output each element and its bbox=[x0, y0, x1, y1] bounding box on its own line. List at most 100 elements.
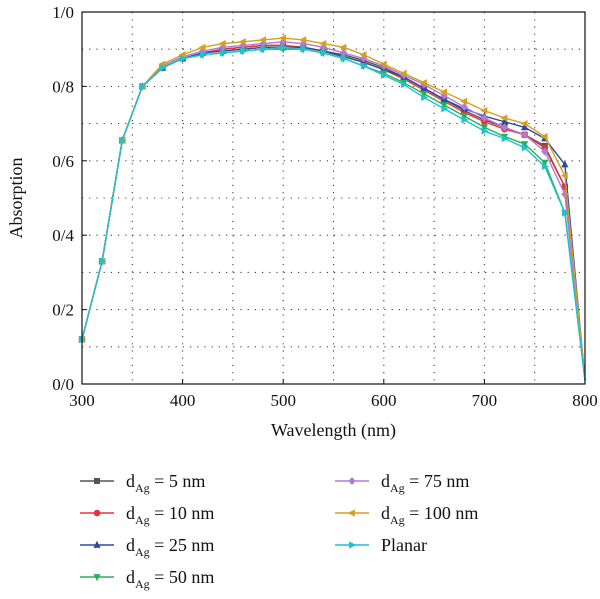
data-point bbox=[359, 51, 367, 59]
y-tick-label: 0/2 bbox=[52, 301, 74, 320]
data-point bbox=[198, 43, 206, 51]
data-point bbox=[560, 172, 568, 180]
series-line bbox=[81, 37, 586, 381]
data-point bbox=[440, 102, 448, 110]
series-4 bbox=[78, 37, 586, 381]
y-axis-label: Absorption bbox=[6, 158, 26, 239]
data-point bbox=[339, 43, 347, 51]
legend-item: dAg = 25 nm bbox=[80, 535, 214, 559]
data-point bbox=[500, 123, 509, 132]
data-point bbox=[561, 160, 569, 168]
series-line bbox=[81, 44, 586, 381]
y-tick-label: 0/8 bbox=[52, 77, 74, 96]
data-point bbox=[420, 90, 428, 99]
data-point bbox=[158, 60, 166, 68]
data-point bbox=[501, 134, 509, 143]
x-tick-label: 800 bbox=[572, 391, 598, 410]
data-point bbox=[480, 124, 488, 132]
data-point bbox=[139, 82, 147, 90]
data-point bbox=[521, 144, 529, 152]
data-point bbox=[299, 36, 307, 44]
data-point bbox=[460, 102, 468, 111]
data-point bbox=[441, 105, 449, 113]
legend-label: dAg = 50 nm bbox=[126, 567, 214, 591]
series-line bbox=[81, 41, 586, 381]
legend-label: dAg = 5 nm bbox=[126, 471, 205, 495]
data-point bbox=[99, 257, 107, 265]
legend-item: dAg = 50 nm bbox=[80, 567, 214, 591]
data-point bbox=[280, 43, 288, 51]
series-line bbox=[81, 44, 586, 381]
data-point bbox=[178, 51, 186, 59]
data-point bbox=[258, 36, 266, 44]
data-point bbox=[179, 54, 187, 63]
x-tick-label: 700 bbox=[472, 391, 498, 410]
data-point bbox=[541, 147, 549, 156]
data-point bbox=[159, 64, 167, 72]
legend-label: dAg = 25 nm bbox=[126, 535, 214, 559]
data-point bbox=[541, 162, 549, 170]
x-tick-label: 500 bbox=[270, 391, 296, 410]
data-point bbox=[460, 97, 468, 105]
data-point bbox=[480, 114, 488, 123]
data-point bbox=[279, 34, 287, 42]
data-point bbox=[199, 51, 207, 59]
data-point bbox=[460, 113, 468, 121]
y-tick-label: 0/6 bbox=[52, 152, 74, 171]
legend-label: dAg = 75 nm bbox=[381, 471, 469, 495]
legend: dAg = 5 nm dAg = 10 nm dAg = 25 nm dAg = 50… bbox=[80, 471, 478, 591]
x-axis-label: Wavelength (nm) bbox=[271, 420, 396, 441]
data-point bbox=[500, 114, 508, 122]
series-6 bbox=[79, 43, 586, 381]
legend-label: Planar bbox=[381, 535, 427, 555]
legend-item: dAg = 10 nm bbox=[80, 503, 214, 527]
legend-label: dAg = 100 nm bbox=[381, 503, 478, 527]
y-tick-label: 0/0 bbox=[52, 375, 74, 394]
data-point bbox=[520, 120, 528, 128]
series-5 bbox=[77, 34, 586, 381]
legend-swatch-marker bbox=[93, 509, 101, 517]
series-2 bbox=[78, 43, 586, 381]
data-point bbox=[399, 69, 407, 77]
data-point bbox=[541, 159, 549, 167]
data-point bbox=[340, 54, 348, 63]
legend-swatch-marker bbox=[347, 509, 355, 517]
y-tick-label: 0/4 bbox=[52, 226, 74, 245]
legend-item: dAg = 5 nm bbox=[80, 471, 205, 495]
data-point bbox=[419, 79, 427, 87]
data-point bbox=[380, 71, 388, 79]
legend-swatch-marker bbox=[349, 541, 357, 549]
legend-item: Planar bbox=[335, 535, 427, 555]
series-0 bbox=[79, 42, 586, 381]
data-point bbox=[219, 49, 228, 57]
data-point bbox=[240, 47, 248, 55]
legend-swatch-marker bbox=[93, 540, 101, 548]
legend-swatch-marker bbox=[94, 478, 100, 484]
axis-ticks: 300 400 500 600 700 800 0/0 0/2 0/4 0/6 0/8 1/0 bbox=[52, 3, 597, 410]
data-point bbox=[439, 88, 448, 96]
data-point bbox=[79, 335, 87, 343]
data-point bbox=[540, 133, 548, 141]
legend-label: dAg = 10 nm bbox=[126, 503, 214, 527]
x-tick-label: 400 bbox=[170, 391, 196, 410]
x-tick-label: 600 bbox=[371, 391, 397, 410]
data-point bbox=[259, 39, 267, 48]
data-point bbox=[319, 40, 327, 48]
data-point bbox=[500, 117, 509, 125]
data-point bbox=[339, 48, 348, 57]
x-tick-label: 300 bbox=[69, 391, 95, 410]
data-point bbox=[360, 62, 368, 70]
data-point bbox=[401, 80, 409, 89]
data-point bbox=[260, 45, 268, 53]
data-point bbox=[379, 60, 387, 68]
data-point bbox=[521, 141, 529, 149]
plot-frame bbox=[81, 11, 586, 385]
series-1 bbox=[78, 42, 586, 381]
data-point bbox=[320, 49, 328, 57]
data-point bbox=[300, 45, 308, 53]
data-point bbox=[480, 106, 488, 115]
data-point bbox=[521, 123, 529, 131]
data-point bbox=[440, 91, 448, 100]
data-point bbox=[562, 209, 570, 217]
